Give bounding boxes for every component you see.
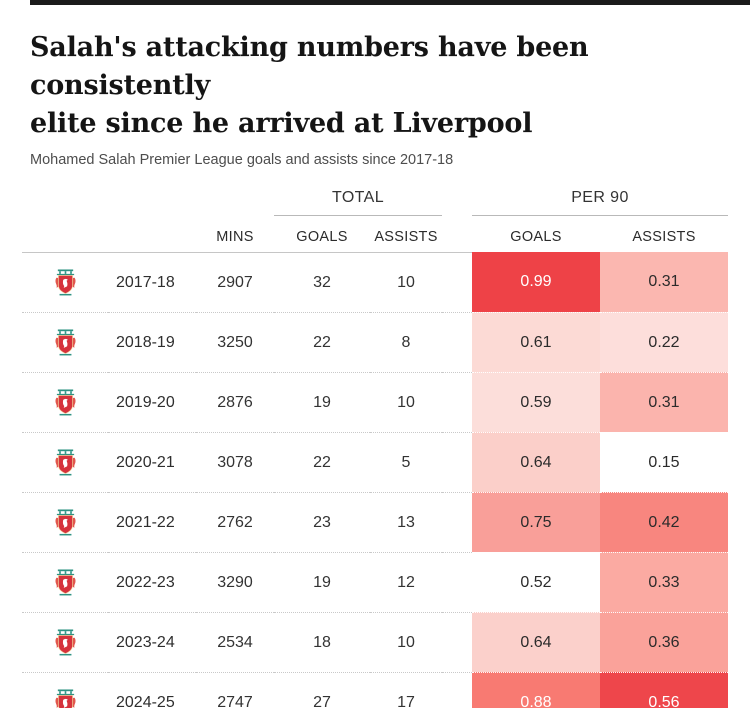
total-goals-value: 22: [274, 432, 370, 492]
per90-assists-cell: 0.33: [600, 552, 728, 612]
season-label: 2023-24: [108, 612, 196, 672]
per90-assists-cell: 0.42: [600, 492, 728, 552]
total-assists-value: 10: [370, 612, 442, 672]
liverpool-crest-icon: [22, 372, 108, 432]
page-subtitle: Mohamed Salah Premier League goals and a…: [30, 152, 454, 168]
table-row: 2019-20 2876 19 10 0.59 0.31: [22, 372, 728, 432]
table-row: 2018-19 3250 22 8 0.61 0.22: [22, 312, 728, 372]
per90-goals-cell: 0.75: [472, 492, 600, 552]
total-assists-value: 10: [370, 372, 442, 432]
per90-assists-cell: 0.36: [600, 612, 728, 672]
column-header-per90-goals: GOALS: [510, 229, 562, 245]
page-title-line1: Salah's attacking numbers have been cons…: [30, 32, 589, 101]
table-row: 2020-21 3078 22 5 0.64 0.15: [22, 432, 728, 492]
table-row: 2023-24 2534 18 10 0.64 0.36: [22, 612, 728, 672]
column-header-mins: MINS: [216, 229, 254, 245]
column-header-per90-assists: ASSISTS: [632, 229, 696, 245]
group-header-total: TOTAL: [274, 189, 442, 216]
mins-value: 2747: [196, 672, 274, 708]
stats-table: TOTAL PER 90 MINS GOALS ASSISTS GOALS AS…: [22, 184, 728, 708]
total-goals-value: 18: [274, 612, 370, 672]
per90-goals-cell: 0.99: [472, 252, 600, 312]
total-assists-value: 10: [370, 252, 442, 312]
table-column-headers: MINS GOALS ASSISTS GOALS ASSISTS: [22, 216, 728, 252]
column-gap: [442, 372, 472, 432]
total-assists-value: 17: [370, 672, 442, 708]
per90-assists-cell: 0.15: [600, 432, 728, 492]
mins-value: 3078: [196, 432, 274, 492]
total-goals-value: 22: [274, 312, 370, 372]
total-assists-value: 5: [370, 432, 442, 492]
season-label: 2022-23: [108, 552, 196, 612]
table-header-groups: TOTAL PER 90: [22, 184, 728, 216]
season-label: 2021-22: [108, 492, 196, 552]
page-title-line2: elite since he arrived at Liverpool: [30, 108, 533, 139]
season-label: 2024-25: [108, 672, 196, 708]
total-goals-value: 23: [274, 492, 370, 552]
liverpool-crest-icon: [22, 672, 108, 708]
group-header-per90: PER 90: [472, 189, 728, 216]
per90-assists-cell: 0.22: [600, 312, 728, 372]
mins-value: 2534: [196, 612, 274, 672]
total-goals-value: 19: [274, 372, 370, 432]
liverpool-crest-icon: [22, 432, 108, 492]
column-gap: [442, 312, 472, 372]
column-header-total-goals: GOALS: [296, 229, 348, 245]
table-row: 2024-25 2747 27 17 0.88 0.56: [22, 672, 728, 708]
page-title: Salah's attacking numbers have been cons…: [30, 29, 720, 143]
per90-assists-cell: 0.31: [600, 372, 728, 432]
table-row: 2022-23 3290 19 12 0.52 0.33: [22, 552, 728, 612]
total-goals-value: 27: [274, 672, 370, 708]
total-goals-value: 19: [274, 552, 370, 612]
per90-goals-cell: 0.61: [472, 312, 600, 372]
mins-value: 3250: [196, 312, 274, 372]
liverpool-crest-icon: [22, 492, 108, 552]
mins-value: 2907: [196, 252, 274, 312]
mins-value: 2762: [196, 492, 274, 552]
table-row: 2021-22 2762 23 13 0.75 0.42: [22, 492, 728, 552]
liverpool-crest-icon: [22, 612, 108, 672]
per90-goals-cell: 0.64: [472, 612, 600, 672]
mins-value: 2876: [196, 372, 274, 432]
column-header-total-assists: ASSISTS: [374, 229, 438, 245]
table-body: 2017-18 2907 32 10 0.99 0.31 2018-19 325…: [22, 252, 728, 708]
total-assists-value: 13: [370, 492, 442, 552]
liverpool-crest-icon: [22, 252, 108, 312]
per90-goals-cell: 0.64: [472, 432, 600, 492]
column-gap: [442, 432, 472, 492]
column-gap: [442, 492, 472, 552]
column-gap: [442, 252, 472, 312]
season-label: 2018-19: [108, 312, 196, 372]
per90-assists-cell: 0.31: [600, 252, 728, 312]
season-label: 2017-18: [108, 252, 196, 312]
total-assists-value: 12: [370, 552, 442, 612]
top-accent-bar: [30, 0, 750, 5]
liverpool-crest-icon: [22, 312, 108, 372]
per90-goals-cell: 0.59: [472, 372, 600, 432]
season-label: 2019-20: [108, 372, 196, 432]
per90-assists-cell: 0.56: [600, 672, 728, 708]
liverpool-crest-icon: [22, 552, 108, 612]
total-goals-value: 32: [274, 252, 370, 312]
mins-value: 3290: [196, 552, 274, 612]
total-assists-value: 8: [370, 312, 442, 372]
table-row: 2017-18 2907 32 10 0.99 0.31: [22, 252, 728, 312]
season-label: 2020-21: [108, 432, 196, 492]
column-gap: [442, 552, 472, 612]
column-gap: [442, 612, 472, 672]
column-gap: [442, 672, 472, 708]
per90-goals-cell: 0.88: [472, 672, 600, 708]
per90-goals-cell: 0.52: [472, 552, 600, 612]
